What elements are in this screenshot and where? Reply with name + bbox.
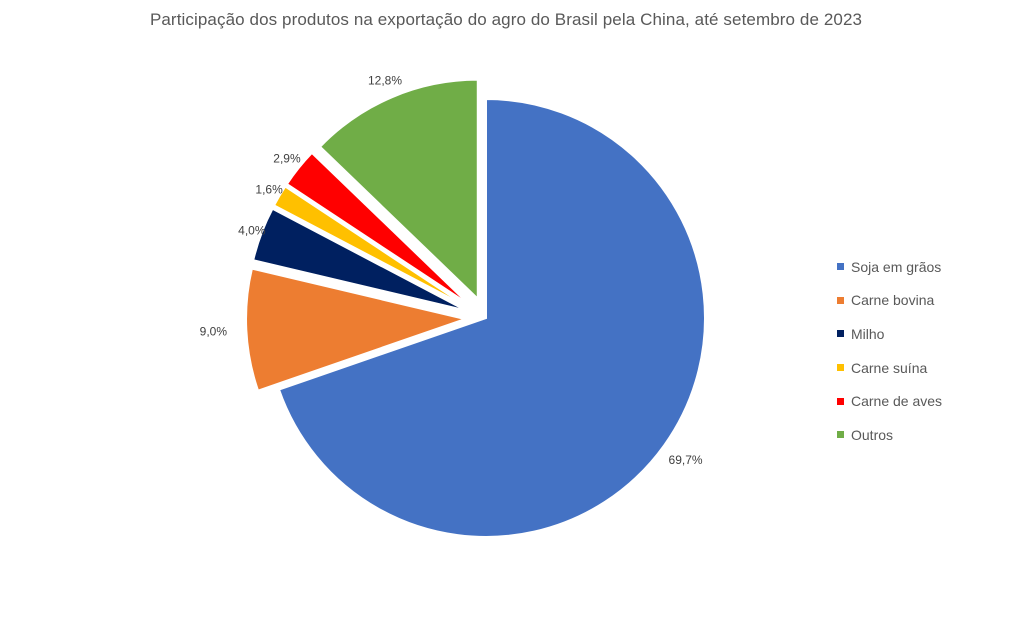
legend-swatch — [837, 263, 844, 271]
data-label-carne-bovina: 9,0% — [200, 325, 228, 339]
legend-item: Outros — [837, 418, 942, 452]
data-label-milho: 4,0% — [238, 223, 266, 237]
legend-item: Carne bovina — [837, 284, 942, 318]
pie-slice-soja-em-grãos — [277, 97, 706, 538]
pie-slice-carne-de-aves — [285, 151, 471, 306]
data-label-outros: 12,8% — [368, 74, 402, 88]
data-label-carne-suína: 1,6% — [255, 183, 283, 197]
pie-slice-carne-suína — [272, 185, 469, 309]
legend-swatch — [837, 330, 844, 338]
legend-label: Outros — [851, 426, 894, 443]
legend-item: Carne de aves — [837, 384, 942, 418]
legend-swatch — [837, 296, 844, 304]
legend-swatch — [837, 431, 844, 439]
data-label-carne-de-aves: 2,9% — [273, 152, 301, 166]
chart-title: Participação dos produtos na exportação … — [149, 10, 863, 29]
legend-label: Carne suína — [851, 359, 928, 376]
legend-item: Carne suína — [837, 351, 942, 385]
legend-item: Milho — [837, 317, 942, 351]
legend-label: Milho — [851, 325, 885, 342]
pie-slice-milho — [252, 207, 467, 312]
legend-swatch — [837, 397, 844, 405]
legend-swatch — [837, 364, 844, 372]
legend-label: Soja em grãos — [851, 258, 942, 275]
legend-item: Soja em grãos — [837, 250, 942, 284]
chart-legend: Soja em grãos Carne bovina Milho Carne suín… — [837, 250, 942, 452]
data-label-soja-em-grãos: 69,7% — [669, 453, 703, 467]
pie-slice-carne-bovina — [245, 267, 469, 392]
legend-label: Carne bovina — [851, 292, 935, 309]
legend-label: Carne de aves — [851, 393, 943, 410]
pie-slice-outros — [318, 78, 479, 302]
